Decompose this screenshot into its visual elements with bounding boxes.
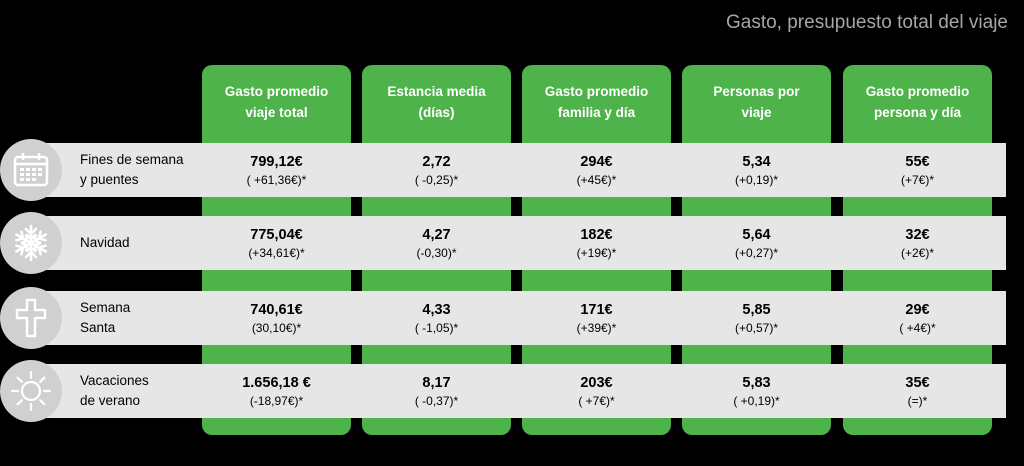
cell-change: (+7€)* (900, 172, 935, 187)
cell-change: ( +61,36€)* (246, 172, 307, 187)
table-cell: 35€ (=)* (843, 364, 992, 418)
cell-change: ( -1,05)* (414, 320, 459, 335)
cell-value: 171€ (580, 301, 613, 318)
table-cell: 2,72 ( -0,25)* (362, 143, 511, 197)
cell-value: 182€ (580, 226, 613, 243)
cell-change: (=)* (907, 393, 928, 408)
row-band (40, 216, 1006, 270)
table-cell: 740,61€ (30,10€)* (202, 291, 351, 345)
cell-change: (+0,27)* (734, 245, 779, 260)
page-title: Gasto, presupuesto total del viaje (725, 12, 1008, 33)
table-cell: 32€ (+2€)* (843, 216, 992, 270)
table-row: Semana Santa 740,61€ (30,10€)* 4,33 ( -1,0… (0, 287, 1006, 349)
column-header-estancia: Estancia media (días) (387, 84, 486, 120)
table-cell: 1.656,18 € (-18,97€)* (202, 364, 351, 418)
cell-value: 1.656,18 € (242, 374, 311, 391)
table-cell: 294€ (+45€)* (522, 143, 671, 197)
cell-change: ( +7€)* (578, 393, 615, 408)
column-header-gasto-viaje: Gasto promedio viaje total (224, 84, 329, 120)
cell-value: 4,27 (422, 226, 451, 243)
cell-value: 35€ (905, 374, 930, 391)
cell-value: 799,12€ (250, 153, 303, 170)
cell-value: 203€ (580, 374, 613, 391)
table-cell: 29€ ( +4€)* (843, 291, 992, 345)
cell-value: 740,61€ (250, 301, 303, 318)
table-cell: 55€ (+7€)* (843, 143, 992, 197)
row-label: Vacaciones de verano (80, 373, 149, 408)
table-cell: 171€ (+39€)* (522, 291, 671, 345)
table-cell: 5,83 ( +0,19)* (682, 364, 831, 418)
cell-change: ( +0,19)* (733, 393, 780, 408)
cell-change: (-0,30)* (416, 245, 457, 260)
table-cell: 5,85 (+0,57)* (682, 291, 831, 345)
cell-value: 4,33 (422, 301, 451, 318)
table-cell: 799,12€ ( +61,36€)* (202, 143, 351, 197)
table-cell: 203€ ( +7€)* (522, 364, 671, 418)
cell-value: 2,72 (422, 153, 451, 170)
cell-value: 55€ (905, 153, 930, 170)
row-label: Fines de semana y puentes (80, 152, 184, 187)
row-band (40, 143, 1006, 197)
cell-value: 5,34 (742, 153, 771, 170)
column-header-personas: Personas por viaje (713, 84, 800, 120)
calendar-icon (0, 139, 62, 201)
sun-icon (0, 360, 62, 422)
cell-change: (+34,61€)* (248, 245, 305, 260)
cell-value: 5,64 (742, 226, 771, 243)
cell-change: (+39€)* (576, 320, 617, 335)
row-band (40, 291, 1006, 345)
cell-change: (+45€)* (576, 172, 617, 187)
snowflake-icon (0, 212, 62, 274)
row-band (40, 364, 1006, 418)
table-cell: 4,27 (-0,30)* (362, 216, 511, 270)
cell-value: 294€ (580, 153, 613, 170)
cell-change: ( -0,37)* (414, 393, 459, 408)
column-header-gasto-familia: Gasto promedio familia y día (544, 84, 649, 120)
table-cell: 182€ (+19€)* (522, 216, 671, 270)
cell-change: ( +4€)* (899, 320, 936, 335)
cell-change: ( -0,25)* (414, 172, 459, 187)
cross-icon (0, 287, 62, 349)
cell-value: 29€ (905, 301, 930, 318)
table-cell: 775,04€ (+34,61€)* (202, 216, 351, 270)
table-cell: 5,64 (+0,27)* (682, 216, 831, 270)
cell-value: 8,17 (422, 374, 451, 391)
row-label: Semana Santa (80, 300, 131, 335)
column-header-gasto-persona: Gasto promedio persona y día (865, 84, 970, 120)
table-cell: 5,34 (+0,19)* (682, 143, 831, 197)
row-label: Navidad (80, 235, 130, 250)
cell-value: 5,83 (742, 374, 771, 391)
cell-change: (30,10€)* (251, 320, 302, 335)
cell-change: (+19€)* (576, 245, 617, 260)
table-cell: 8,17 ( -0,37)* (362, 364, 511, 418)
cell-value: 32€ (905, 226, 930, 243)
table-row: Navidad 775,04€ (+34,61€)* 4,27 (-0,30)* 1… (0, 212, 1006, 274)
cell-change: (-18,97€)* (249, 393, 304, 408)
table-cell: 4,33 ( -1,05)* (362, 291, 511, 345)
table-row: Vacaciones de verano 1.656,18 € (-18,97€)… (0, 360, 1006, 422)
cell-change: (+0,19)* (734, 172, 779, 187)
cell-value: 5,85 (742, 301, 771, 318)
cell-change: (+0,57)* (734, 320, 779, 335)
table-row: Fines de semana y puentes 799,12€ ( +61,3… (0, 139, 1006, 201)
cell-value: 775,04€ (250, 226, 303, 243)
cell-change: (+2€)* (900, 245, 935, 260)
